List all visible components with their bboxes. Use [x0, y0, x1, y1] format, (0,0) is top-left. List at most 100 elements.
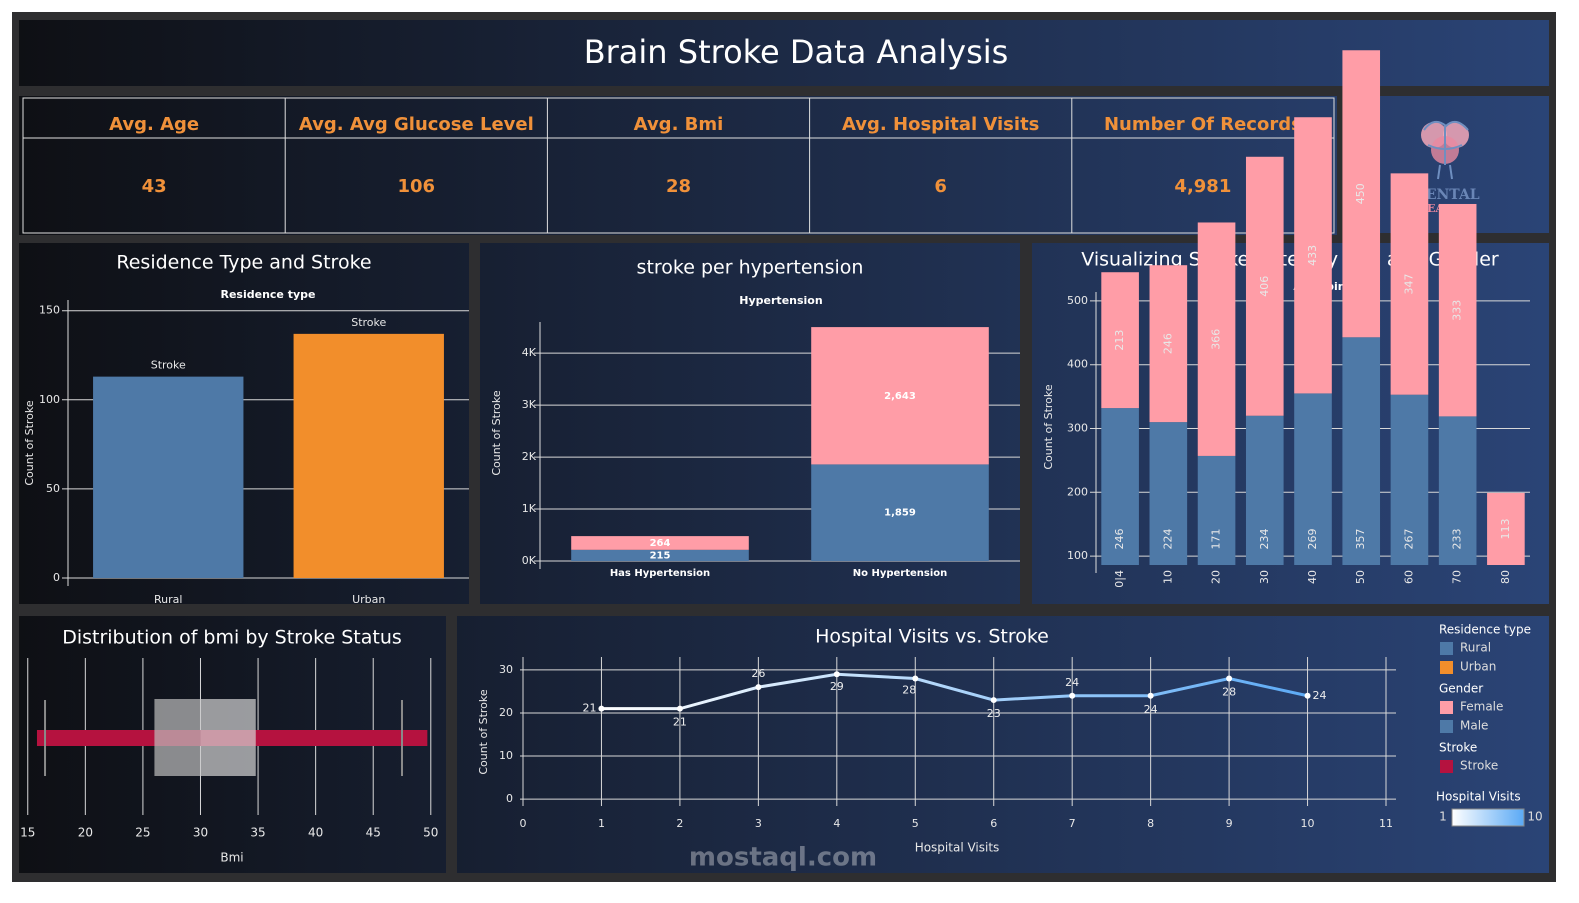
- legend-swatch: [1440, 701, 1453, 714]
- chart-title: Visualizing Stroke Rates by Age and Gend…: [1081, 249, 1499, 271]
- data-label: 264: [650, 538, 671, 549]
- data-label: 24: [1065, 676, 1079, 689]
- legend-label: 10: [1527, 810, 1542, 824]
- legend-swatch: [1440, 642, 1453, 655]
- data-label: 21: [582, 702, 596, 715]
- x-tick-label: 45: [366, 826, 381, 840]
- bar-segment: [1101, 408, 1139, 565]
- x-tick-label: 40: [1306, 570, 1319, 584]
- bar-segment: [1149, 265, 1188, 423]
- y-tick-label: 0: [506, 792, 513, 805]
- y-tick-label: 300: [1067, 422, 1088, 435]
- bar-segment: [811, 464, 989, 561]
- x-tick-label: 2: [676, 817, 683, 830]
- bar-segment: [1197, 222, 1236, 456]
- kpi-label: Avg. Bmi: [634, 114, 724, 135]
- bar-segment: [1149, 422, 1188, 565]
- chart-title: Distribution of bmi by Stroke Status: [62, 627, 402, 649]
- title-panel: [19, 20, 1549, 86]
- legend-title: Gender: [1439, 682, 1483, 696]
- data-label: 24: [1144, 703, 1158, 716]
- y-tick-label: 200: [1067, 485, 1088, 498]
- point: [598, 705, 605, 712]
- x-tick-label: 1: [598, 817, 605, 830]
- data-label: 2,643: [884, 391, 916, 402]
- bar-segment: [1487, 492, 1525, 565]
- point: [1226, 675, 1233, 682]
- point: [1304, 692, 1311, 699]
- data-label: 213: [1113, 330, 1126, 351]
- data-label: 450: [1354, 183, 1367, 204]
- x-axis-label: Hospital Visits: [915, 841, 1000, 855]
- chart-title: Hospital Visits vs. Stroke: [815, 626, 1049, 648]
- x-tick-label: 5: [912, 817, 919, 830]
- x-tick-label: Urban: [352, 593, 385, 606]
- bar-segment: [1390, 394, 1429, 565]
- x-tick-label: 25: [135, 826, 150, 840]
- x-tick-label: 9: [1226, 817, 1233, 830]
- bar-segment: [1197, 455, 1236, 565]
- x-tick-label: 50: [1354, 570, 1367, 584]
- y-axis-label: Count of Stroke: [1042, 384, 1055, 470]
- x-tick-label: 30: [193, 826, 208, 840]
- legend-label: Rural: [1460, 641, 1491, 655]
- y-tick-label: 500: [1067, 294, 1088, 307]
- data-label: 26: [751, 667, 765, 680]
- x-tick-label: 35: [250, 826, 265, 840]
- x-tick-label: 0: [520, 817, 527, 830]
- y-tick-label: 100: [39, 393, 60, 406]
- legend-label: Female: [1460, 700, 1503, 714]
- x-tick-label: 8: [1147, 817, 1154, 830]
- bar-label: Stroke: [351, 316, 386, 329]
- kpi-label: Number Of Records: [1104, 114, 1302, 135]
- y-tick-label: 30: [499, 663, 513, 676]
- chart-subtitle: Hypertension: [739, 294, 822, 307]
- bar-segment: [1245, 415, 1284, 565]
- bar-segment: [1342, 50, 1381, 338]
- bar-segment: [1294, 393, 1332, 565]
- x-tick-label: 15: [20, 826, 35, 840]
- x-tick-label: 40: [308, 826, 323, 840]
- point: [1069, 692, 1076, 699]
- x-tick-label: 11: [1379, 817, 1393, 830]
- x-tick-label: No Hypertension: [853, 568, 948, 579]
- legend-title: Residence type: [1439, 623, 1531, 637]
- x-tick-label: 10: [1161, 570, 1174, 584]
- y-tick-label: 400: [1067, 358, 1088, 371]
- chart-title: Residence Type and Stroke: [116, 252, 371, 274]
- data-label: 28: [1222, 686, 1236, 699]
- chart-title: stroke per hypertension: [637, 257, 864, 279]
- data-label: 224: [1161, 529, 1174, 550]
- bar-segment: [1390, 173, 1429, 395]
- point: [676, 705, 683, 712]
- bar-segment: [1245, 156, 1284, 416]
- panel: [457, 616, 1549, 873]
- data-label: 233: [1451, 529, 1464, 550]
- point: [912, 675, 919, 682]
- bar-segment: [1342, 337, 1381, 565]
- data-label: 24: [1313, 689, 1327, 702]
- bar-segment: [1438, 416, 1477, 565]
- box-upper: [200, 699, 256, 776]
- x-tick-label: Has Hypertension: [610, 568, 710, 579]
- x-tick-label: 7: [1069, 817, 1076, 830]
- data-label: 246: [1161, 333, 1174, 354]
- legend-label: Urban: [1460, 660, 1496, 674]
- y-tick-label: 10: [499, 749, 513, 762]
- kpi-value: 6: [934, 176, 947, 197]
- y-tick-label: 4K: [522, 346, 537, 359]
- point: [755, 684, 762, 691]
- x-tick-label: 6: [990, 817, 997, 830]
- y-axis-label: Count of Stroke: [23, 400, 36, 486]
- bar-segment: [571, 549, 749, 561]
- point: [1147, 692, 1154, 699]
- data-label: 347: [1402, 274, 1415, 295]
- legend-label: Male: [1460, 719, 1488, 733]
- kpi-value: 106: [398, 176, 436, 197]
- y-tick-label: 2K: [522, 450, 537, 463]
- y-tick-label: 20: [499, 706, 513, 719]
- y-tick-label: 150: [39, 304, 60, 317]
- x-tick-label: 4: [833, 817, 840, 830]
- bar-segment: [1294, 117, 1332, 394]
